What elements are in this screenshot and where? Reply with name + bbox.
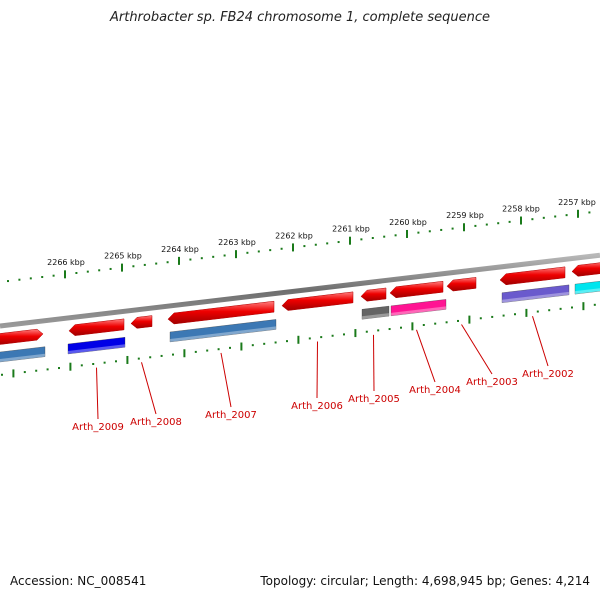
gene-label: Arth_2006	[291, 401, 343, 412]
gene-arrow	[389, 280, 444, 299]
outer-tick-marks	[7, 209, 591, 283]
topology-summary: Topology: circular; Length: 4,698,945 bp…	[260, 574, 590, 588]
gene-label: Arth_2005	[348, 394, 400, 405]
gene-label-leader	[416, 329, 436, 383]
gene-arrow	[360, 287, 387, 302]
kbp-labels: 2266 kbp 2265 kbp 2264 kbp 2263 kbp 2262 kbp…	[47, 198, 596, 267]
gene-label: Arth_2009	[72, 422, 124, 433]
feature-bar-shade	[0, 353, 45, 362]
feature-bar	[390, 299, 447, 317]
gene-label-leader	[96, 367, 99, 420]
gene-arrow	[68, 318, 125, 336]
inner-tick-marks	[1, 302, 596, 378]
gene-label-leader	[461, 324, 493, 375]
accession-text: Accession: NC_008541	[10, 574, 147, 588]
feature-bar-shade	[170, 326, 276, 342]
feature-bar	[169, 319, 277, 343]
feature-bar-shade	[391, 306, 446, 316]
gene-label: Arth_2003	[466, 377, 518, 388]
gene-arrow	[130, 315, 153, 329]
feature-bar-shade	[575, 288, 600, 295]
gene-arrow	[446, 277, 477, 292]
gene-label: Arth_2007	[205, 410, 257, 421]
gene-label: Arth_2004	[409, 385, 461, 396]
feature-bar-shade	[502, 291, 569, 303]
feature-bar	[0, 346, 46, 363]
gene-label: Arth_2008	[130, 417, 182, 428]
gene-arrow	[281, 291, 354, 311]
feature-bar	[67, 337, 126, 355]
map-title: Arthrobacter sp. FB24 chromosome 1, comp…	[109, 10, 491, 25]
kbp-label: 2257 kbp	[558, 198, 596, 207]
feature-bar	[361, 305, 390, 320]
kbp-label: 2260 kbp	[389, 218, 427, 227]
gene-label-leader	[532, 316, 549, 367]
gene-labels: Arth_2009 Arth_2008 Arth_2007 Arth_2006 Arth…	[72, 316, 574, 433]
kbp-label: 2266 kbp	[47, 258, 85, 267]
gene-arrow	[571, 262, 600, 277]
gene-label-leader	[220, 352, 232, 408]
feature-bar-shade	[362, 313, 389, 320]
gene-label-leader	[373, 334, 375, 392]
feature-bar	[501, 284, 570, 303]
gene-label: Arth_2002	[522, 369, 574, 380]
kbp-label: 2264 kbp	[161, 245, 199, 254]
kbp-label: 2259 kbp	[446, 211, 484, 220]
kbp-label: 2265 kbp	[104, 251, 142, 260]
kbp-label: 2261 kbp	[332, 225, 370, 234]
kbp-label: 2258 kbp	[502, 205, 540, 214]
kbp-label: 2262 kbp	[275, 231, 313, 240]
kbp-label: 2263 kbp	[218, 238, 256, 247]
feature-bar	[574, 281, 600, 295]
gene-arrow	[499, 266, 566, 286]
gene-label-leader	[316, 341, 318, 399]
feature-bar-shade	[68, 344, 125, 354]
feature-track	[0, 281, 600, 363]
chromosome-backbone	[0, 252, 600, 329]
gene-label-leader	[141, 362, 157, 415]
gene-track	[0, 262, 600, 345]
gene-arrow	[0, 328, 44, 345]
gene-arrow	[167, 300, 275, 325]
